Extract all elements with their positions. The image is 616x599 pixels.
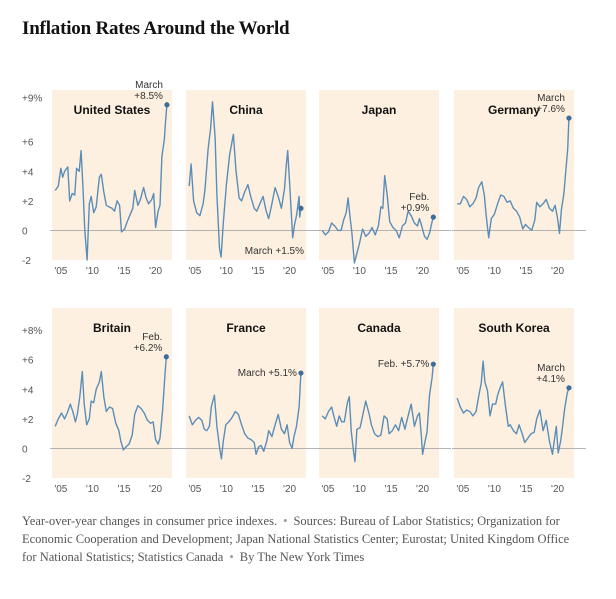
x-tick-label: '05 [456,484,469,495]
x-tick-label: '05 [321,266,334,277]
series-line-france [188,372,302,460]
x-tick-label: '20 [551,266,564,277]
x-tick-label: '05 [54,266,67,277]
x-tick-label: '10 [86,266,99,277]
panel-france [186,308,306,478]
x-tick-label: '15 [519,266,532,277]
x-tick-label: '20 [283,266,296,277]
x-tick-label: '15 [117,484,130,495]
footer-separator: • [229,550,234,564]
panel-title-japan: Japan [362,103,397,117]
x-tick-label: '20 [551,484,564,495]
panel-title-canada: Canada [357,321,401,335]
panel-title-britain: Britain [93,321,131,335]
panel-japan [319,90,439,260]
x-tick-label: '15 [117,266,130,277]
x-tick-label: '10 [353,484,366,495]
annotation-japan: Feb. [409,192,429,203]
y-tick-label: +2 [22,197,34,208]
x-tick-label: '15 [251,484,264,495]
y-tick-label: -2 [22,474,31,485]
series-line-britain [54,356,167,451]
x-tick-label: '05 [188,266,201,277]
y-tick-label: +8% [22,326,42,337]
annotation-canada: Feb. +5.7% [378,359,430,370]
x-tick-label: '10 [353,266,366,277]
annotation-britain: +6.2% [134,343,163,354]
series-line-germany [457,118,570,239]
annotation-china: March +1.5% [245,246,304,257]
y-tick-label: +4 [22,385,34,396]
annotation-south-korea: March [537,363,565,374]
panel-title-china: China [229,103,263,117]
chart-title: Inflation Rates Around the World [22,18,290,39]
x-tick-label: '15 [251,266,264,277]
y-tick-label: -2 [22,256,31,267]
panel-south-korea [454,308,574,478]
x-tick-label: '15 [384,484,397,495]
annotation-germany: +7.6% [536,104,565,115]
panel-title-germany: Germany [488,103,540,117]
small-multiples-chart: +9% +6 +4 +2 0 -2 +8% +6 +4 +2 0 -2 United States Mar… [22,80,586,495]
end-point-united-states [164,102,170,108]
x-tick-label: '05 [456,266,469,277]
y-tick-label: +6 [22,138,34,149]
y-tick-label: +2 [22,415,34,426]
panel-title-france: France [226,321,266,335]
footer-sources: Sources: Bureau of Labor Statistics; Org… [22,514,570,564]
footer-description: Year-over-year changes in consumer price… [22,514,278,528]
series-line-canada [321,364,434,463]
x-tick-label: '05 [54,484,67,495]
x-tick-label: '10 [488,484,501,495]
x-tick-label: '15 [384,266,397,277]
panel-title-south-korea: South Korea [478,321,550,335]
annotation-germany: March [537,93,565,104]
series-line-china [188,101,302,258]
x-tick-label: '20 [149,266,162,277]
annotation-france: March +5.1% [238,368,297,379]
x-tick-label: '05 [321,484,334,495]
end-point-canada [430,361,436,367]
annotation-south-korea: +4.1% [536,374,565,385]
end-point-china [298,205,304,211]
panel-germany [454,90,574,260]
end-point-britain [163,354,169,360]
series-line-japan [321,175,434,264]
y-tick-label: 0 [22,444,28,455]
panel-title-united-states: United States [74,103,151,117]
end-point-japan [430,214,436,220]
x-tick-label: '20 [416,484,429,495]
y-tick-label: +6 [22,356,34,367]
x-tick-label: '20 [149,484,162,495]
annotation-united-states: March [135,80,163,91]
panel-britain [52,308,172,478]
footer-credit: By The New York Times [239,550,365,564]
annotation-united-states: +8.5% [134,91,163,102]
x-tick-label: '10 [488,266,501,277]
x-tick-label: '15 [519,484,532,495]
y-tick-label: +9% [22,93,42,104]
x-tick-label: '05 [188,484,201,495]
end-point-germany [566,115,572,121]
x-tick-label: '10 [220,266,233,277]
end-point-south-korea [566,385,572,391]
end-point-france [298,370,304,376]
y-tick-label: +4 [22,167,34,178]
chart-footer: Year-over-year changes in consumer price… [22,512,582,566]
series-line-south-korea [456,360,570,455]
x-tick-label: '20 [283,484,296,495]
y-tick-label: 0 [22,226,28,237]
panel-canada [319,308,439,478]
annotation-britain: Feb. [142,332,162,343]
series-line-united-states [54,104,168,261]
panel-united-states [52,90,172,260]
x-tick-label: '10 [220,484,233,495]
footer-separator: • [283,514,288,528]
x-tick-label: '20 [416,266,429,277]
annotation-japan: +0.9% [401,203,430,214]
x-tick-label: '10 [86,484,99,495]
